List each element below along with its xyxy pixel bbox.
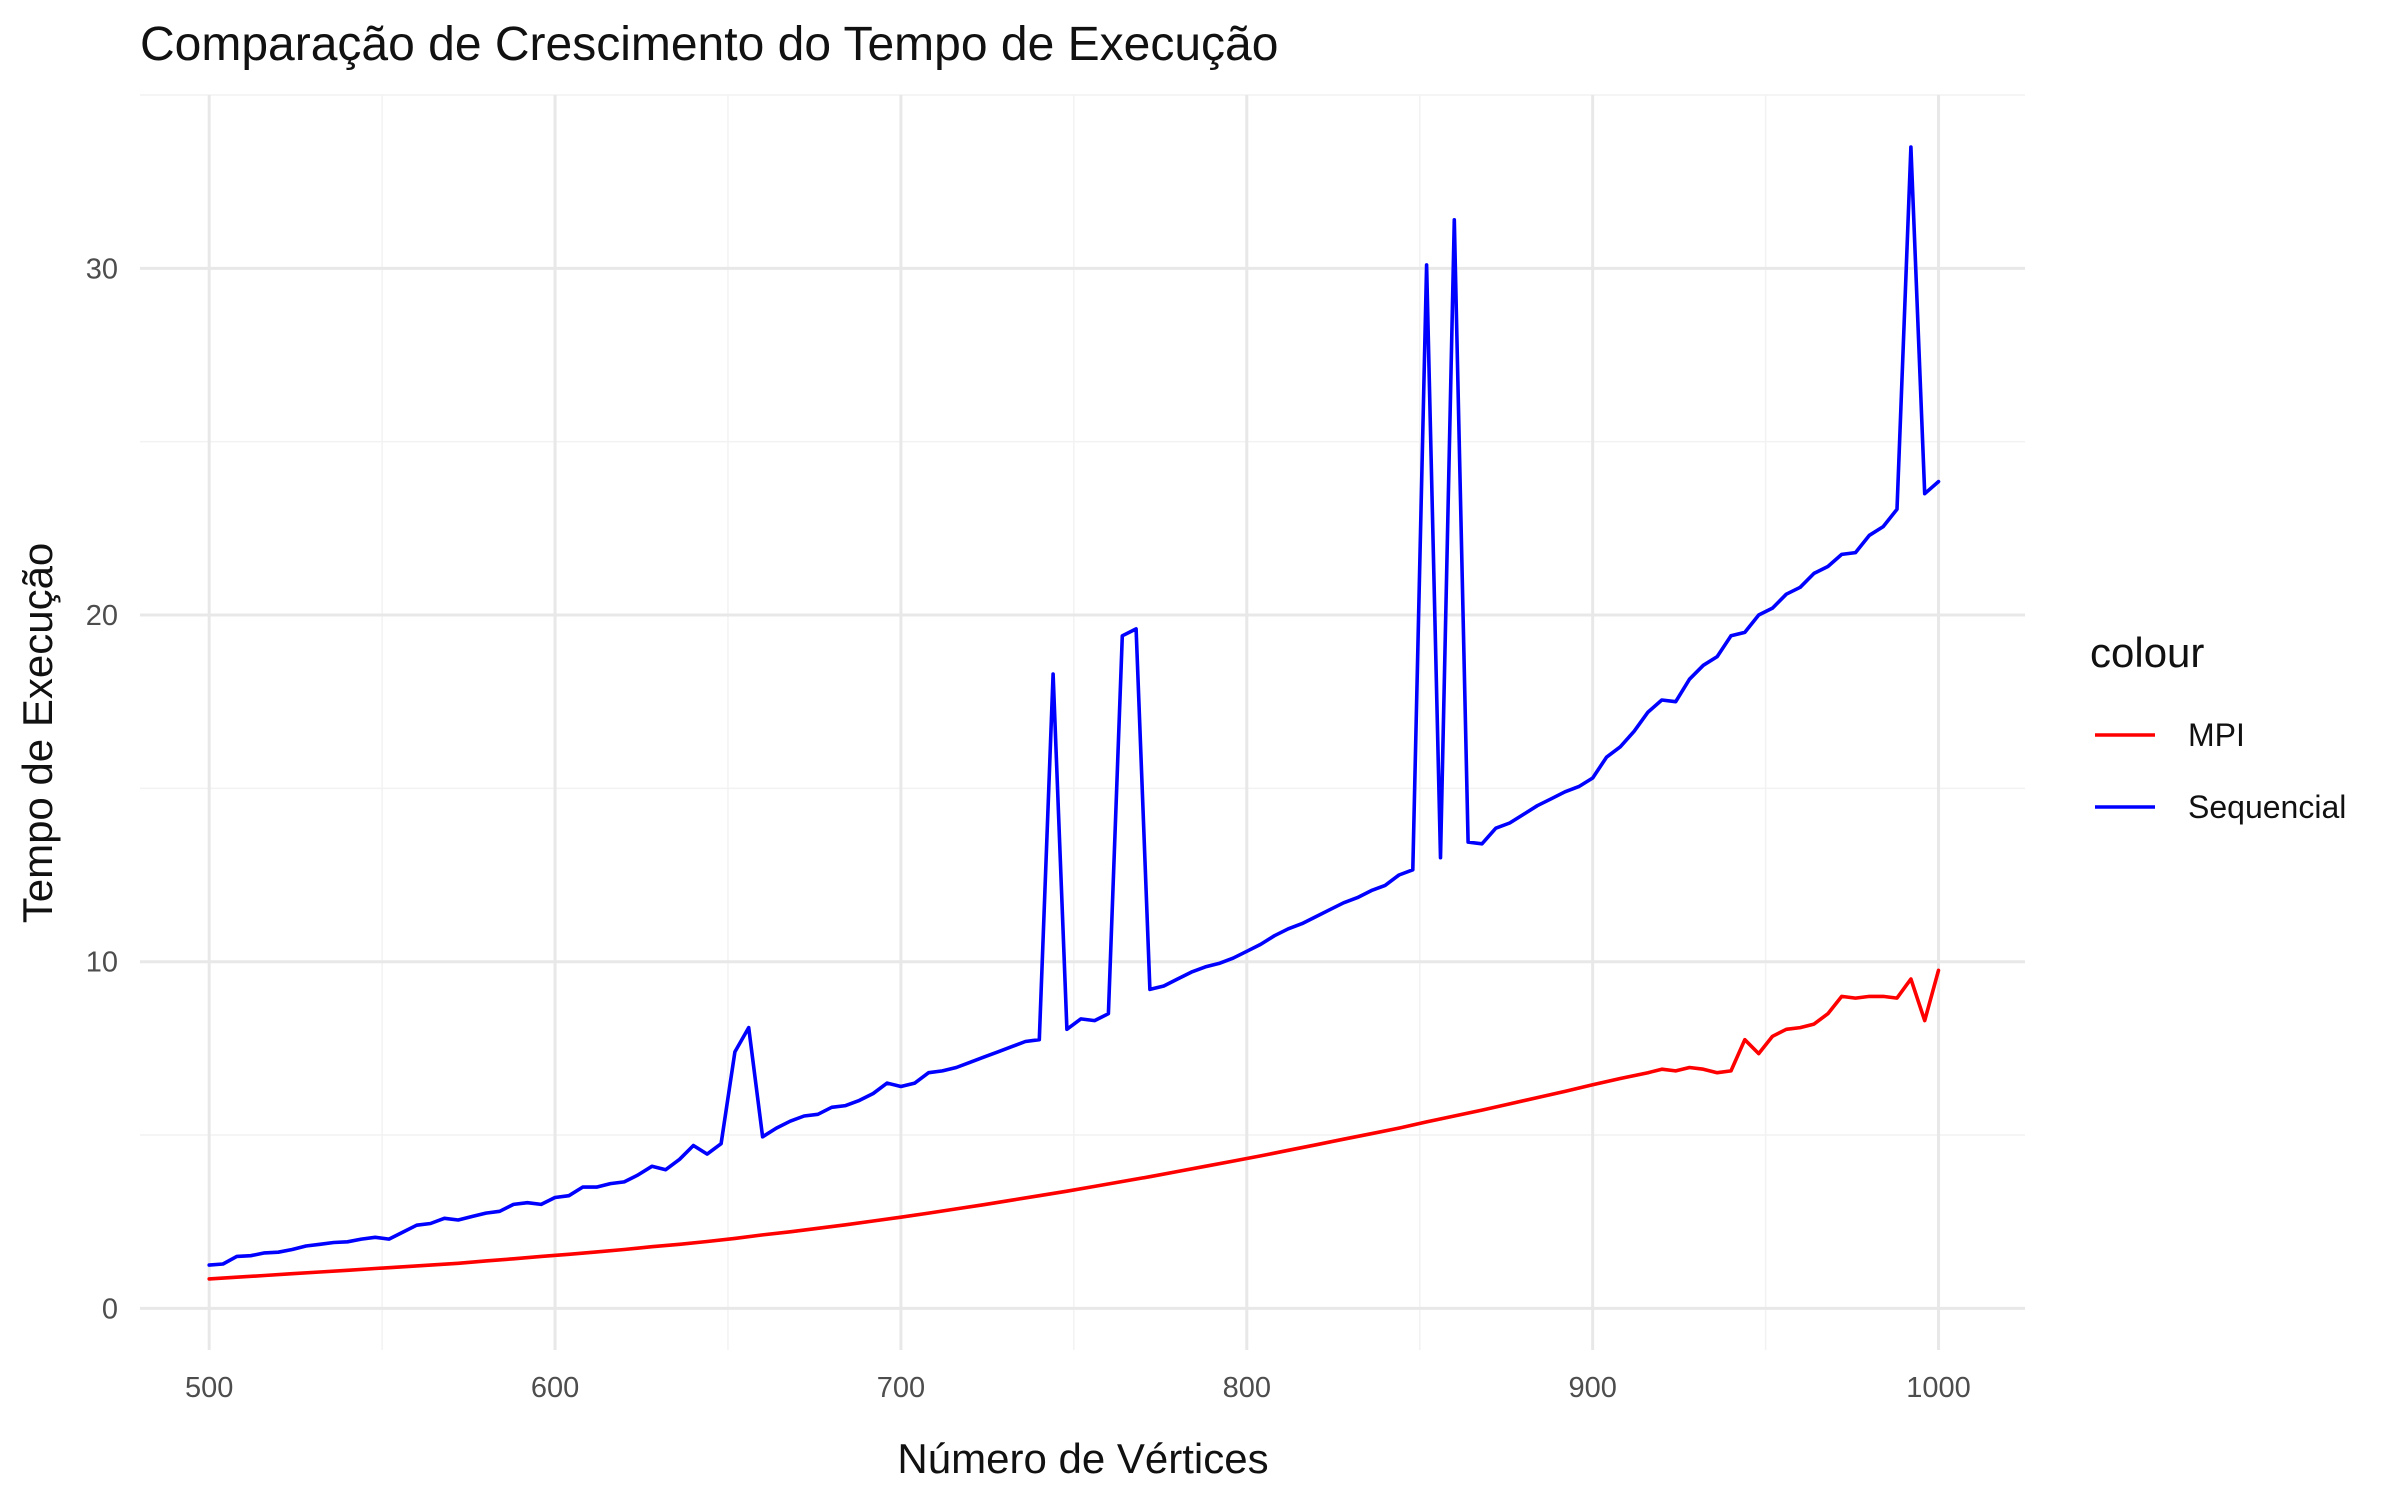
- series-line-mpi: [207, 968, 1941, 1281]
- x-tick-label: 1000: [1906, 1372, 1971, 1404]
- y-tick-label: 20: [86, 600, 118, 632]
- y-axis-title: Tempo de Execução: [14, 543, 61, 924]
- y-tick-label: 30: [86, 253, 118, 285]
- legend-label-mpi: MPI: [2188, 717, 2245, 753]
- legend-title: colour: [2090, 629, 2204, 676]
- chart-title: Comparação de Crescimento do Tempo de Ex…: [140, 18, 1278, 71]
- x-tick-label: 800: [1223, 1372, 1271, 1404]
- y-tick-label: 10: [86, 947, 118, 979]
- legend-label-sequencial: Sequencial: [2188, 789, 2346, 825]
- legend: colour MPI Sequencial: [2090, 629, 2346, 825]
- grid: [140, 94, 2025, 1350]
- x-axis-title: Número de Vértices: [897, 1435, 1268, 1482]
- series-line-sequencial: [207, 145, 1941, 1267]
- x-tick-label: 700: [877, 1372, 925, 1404]
- x-tick-label: 500: [185, 1372, 233, 1404]
- x-tick-label: 600: [531, 1372, 579, 1404]
- y-tick-label: 0: [102, 1293, 118, 1325]
- series-lines: [207, 145, 1941, 1281]
- x-tick-label: 900: [1568, 1372, 1616, 1404]
- tick-labels: 500 600 700 800 900 1000 0 10 20 30: [86, 253, 1971, 1404]
